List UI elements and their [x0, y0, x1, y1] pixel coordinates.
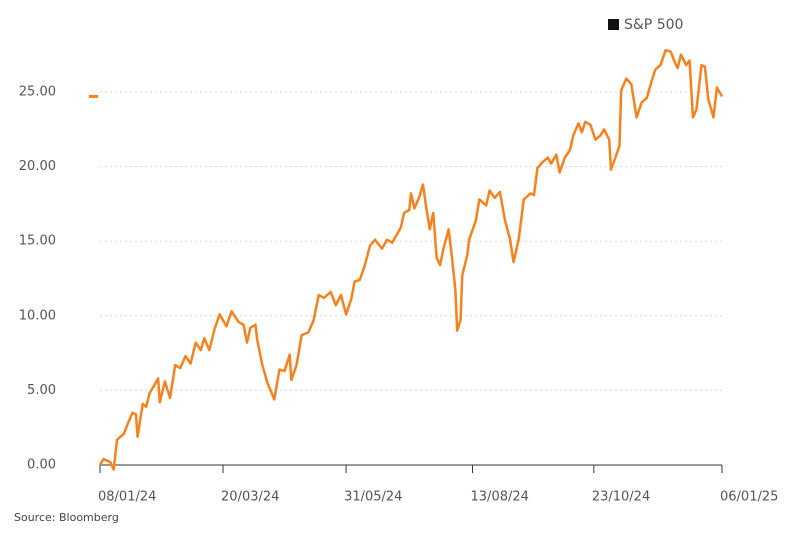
- legend-swatch: [608, 19, 619, 30]
- x-tick-label: 20/03/24: [221, 490, 279, 505]
- y-tick-label: 25.00: [19, 84, 56, 99]
- x-tick-label: 08/01/24: [98, 490, 156, 505]
- x-tick-label: 06/01/25: [720, 490, 778, 505]
- y-tick-label: 20.00: [19, 159, 56, 174]
- x-tick-label: 13/08/24: [471, 490, 529, 505]
- y-tick-label: 15.00: [19, 234, 56, 249]
- x-tick-label: 23/10/24: [592, 490, 650, 505]
- y-tick-label: 5.00: [27, 383, 56, 398]
- x-tick-label: 31/05/24: [344, 490, 402, 505]
- legend-label: S&P 500: [624, 17, 683, 33]
- series-line: [98, 48, 724, 471]
- y-tick-label: 10.00: [19, 308, 56, 323]
- source-note: Source: Bloomberg: [14, 511, 119, 524]
- y-tick-label: 0.00: [27, 458, 56, 473]
